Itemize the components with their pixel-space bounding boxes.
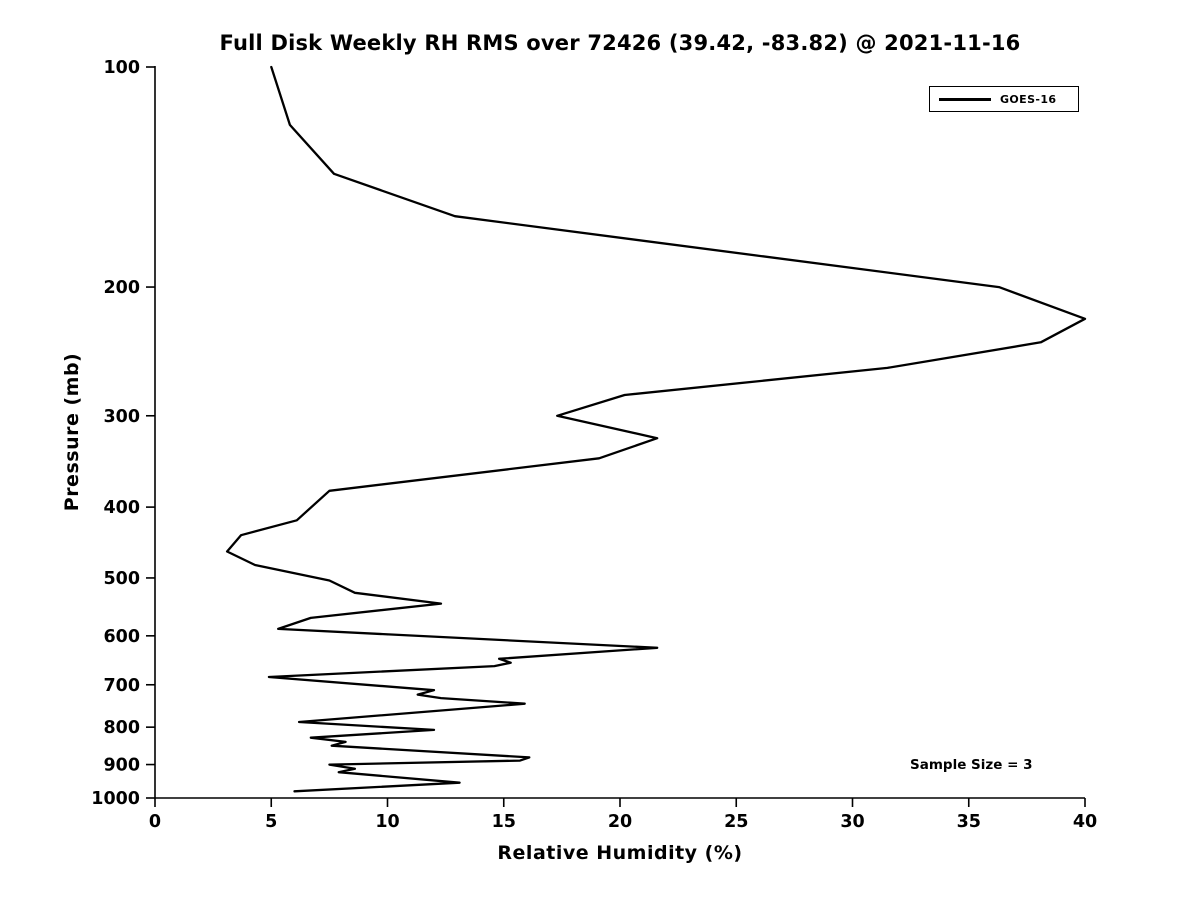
svg-text:300: 300 — [103, 407, 140, 427]
svg-text:5: 5 — [265, 812, 277, 832]
svg-text:100: 100 — [103, 58, 140, 78]
svg-text:800: 800 — [103, 718, 140, 738]
svg-text:20: 20 — [608, 812, 632, 832]
legend-series-label: GOES-16 — [1000, 92, 1057, 106]
chart-title: Full Disk Weekly RH RMS over 72426 (39.4… — [219, 31, 1021, 55]
svg-text:1000: 1000 — [91, 789, 140, 809]
svg-text:40: 40 — [1073, 812, 1097, 832]
svg-text:700: 700 — [103, 676, 140, 696]
svg-text:200: 200 — [103, 278, 140, 298]
legend-line-swatch — [939, 97, 991, 101]
svg-text:500: 500 — [103, 569, 140, 589]
sample-size-annotation: Sample Size = 3 — [910, 757, 1033, 773]
svg-text:10: 10 — [375, 812, 399, 832]
svg-text:0: 0 — [149, 812, 161, 832]
x-axis-label: Relative Humidity (%) — [497, 842, 743, 864]
svg-text:15: 15 — [492, 812, 516, 832]
svg-text:400: 400 — [103, 498, 140, 518]
svg-text:25: 25 — [724, 812, 748, 832]
y-axis-label: Pressure (mb) — [61, 352, 83, 512]
legend: GOES-16 — [929, 86, 1079, 112]
svg-text:900: 900 — [103, 756, 140, 776]
svg-text:30: 30 — [840, 812, 864, 832]
svg-text:35: 35 — [957, 812, 981, 832]
svg-text:600: 600 — [103, 627, 140, 647]
